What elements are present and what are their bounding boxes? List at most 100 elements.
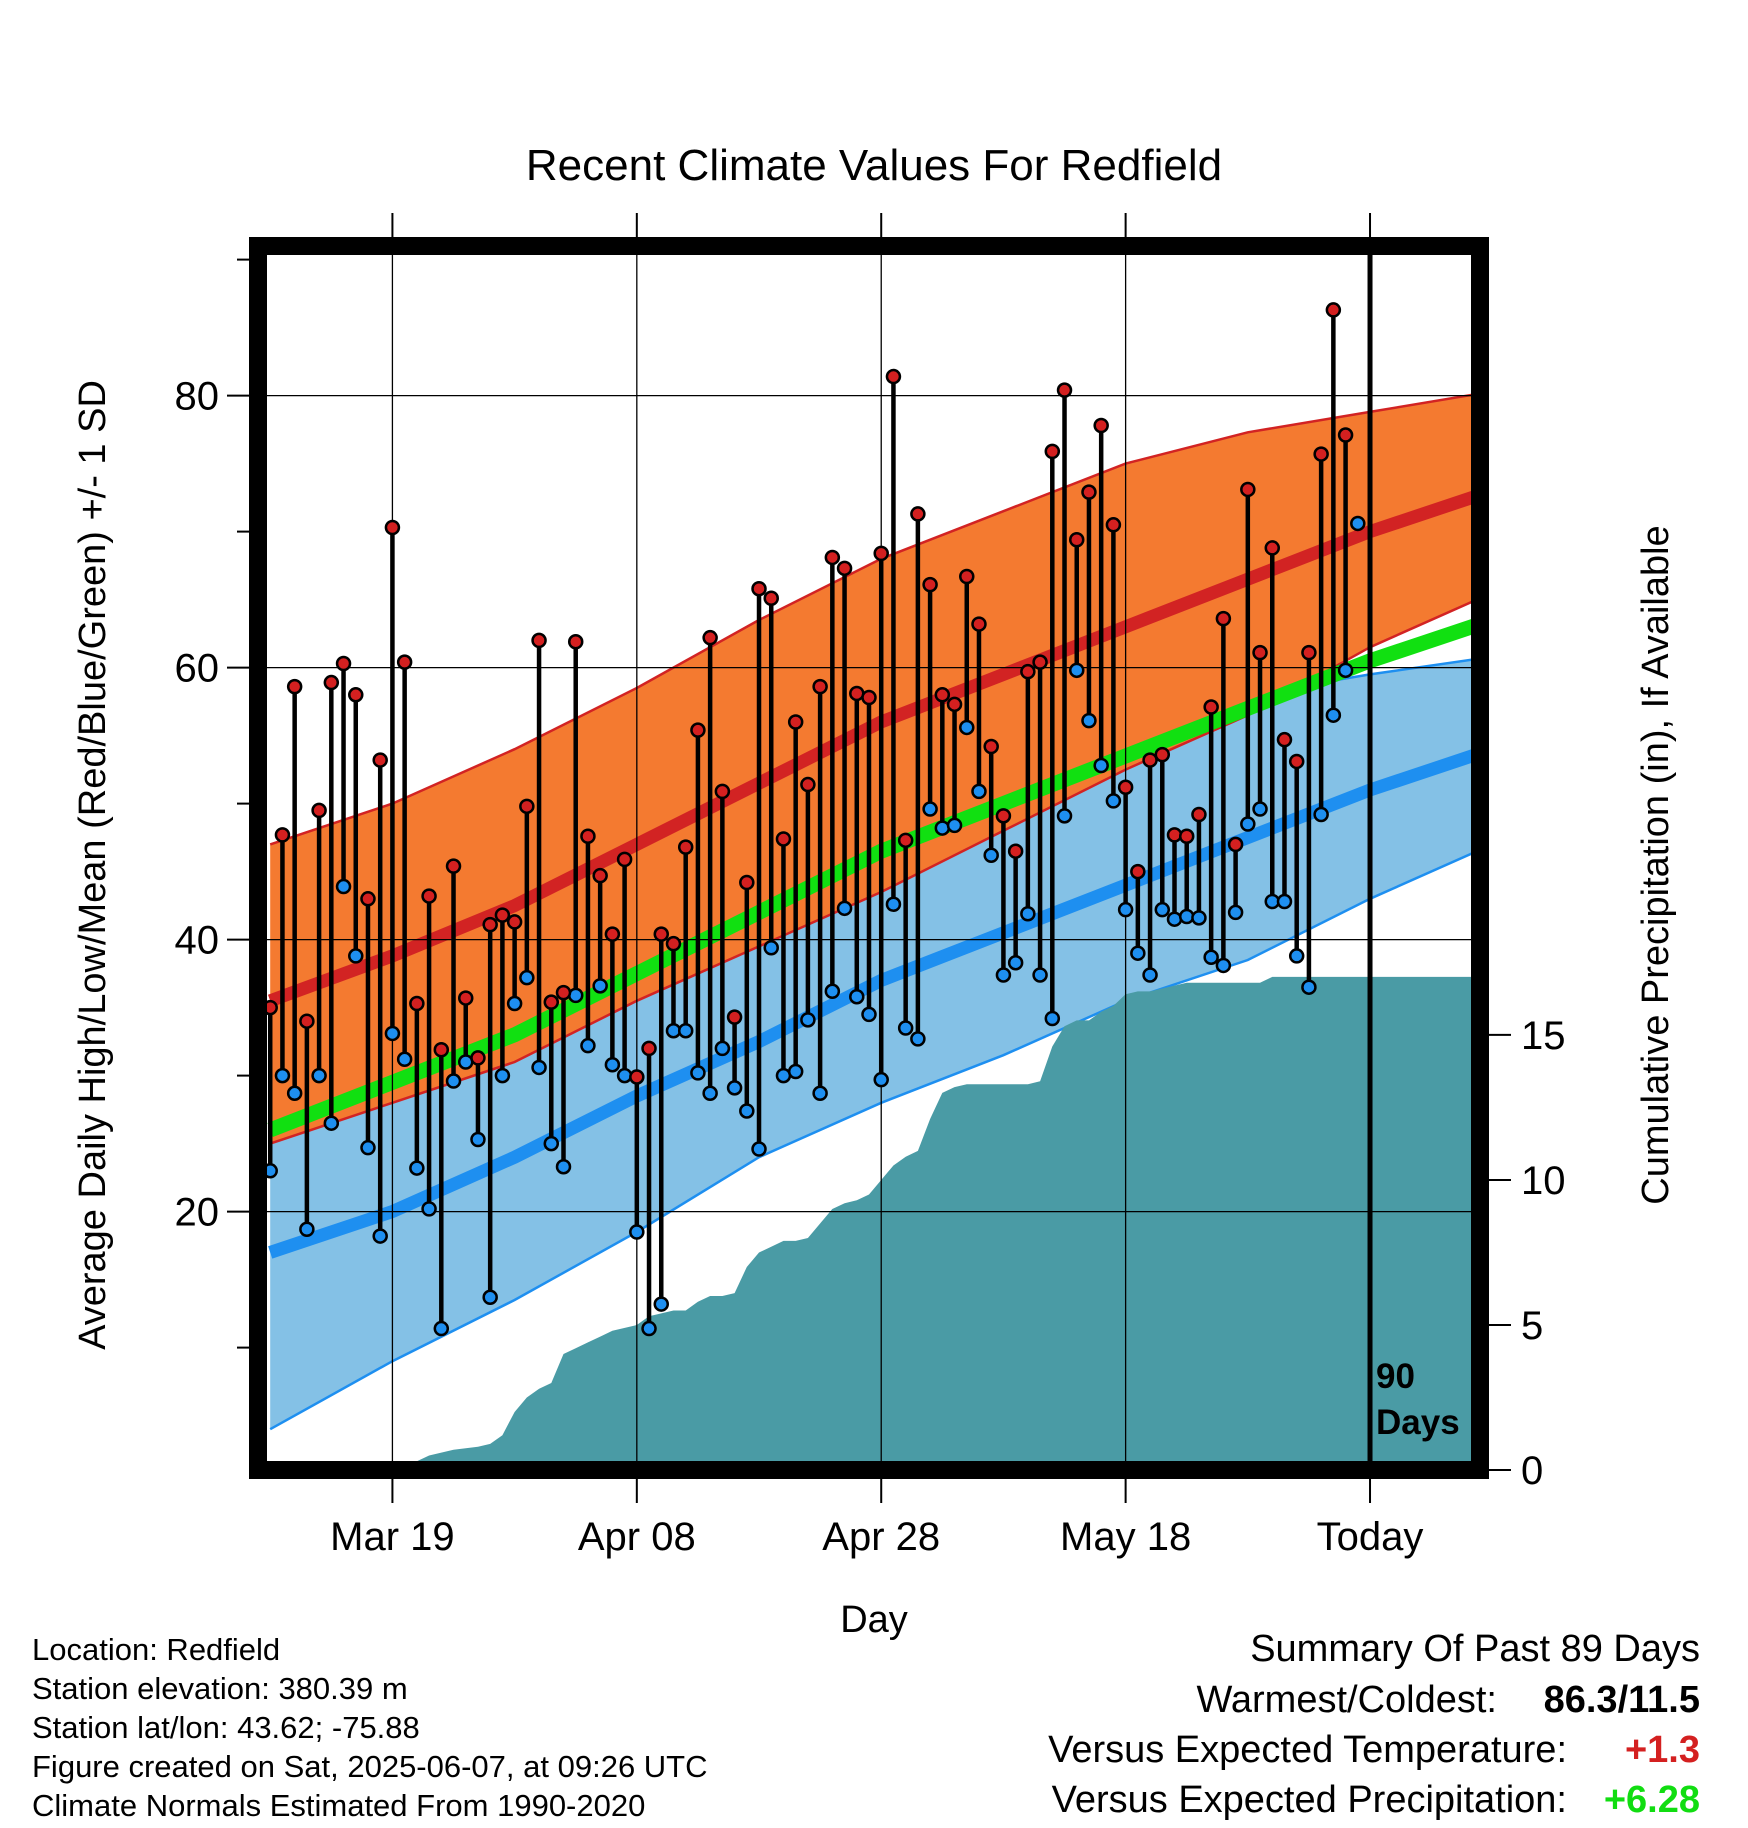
low-point — [616, 1067, 633, 1084]
low-point — [433, 1320, 450, 1337]
footer-created: Figure created on Sat, 2025-06-07, at 09… — [32, 1749, 708, 1784]
summary-precip-label: Versus Expected Precipitation: — [1052, 1779, 1567, 1821]
high-point — [286, 678, 303, 695]
low-point — [787, 1063, 804, 1080]
high-point — [873, 545, 889, 562]
high-point — [445, 858, 462, 874]
high-point — [971, 616, 987, 632]
high-point — [1264, 540, 1281, 556]
low-point — [1350, 515, 1366, 532]
low-point — [1068, 662, 1085, 679]
low-point — [739, 1103, 755, 1119]
high-point — [1215, 610, 1232, 627]
low-point — [1117, 901, 1134, 918]
high-point — [861, 689, 877, 706]
high-point — [1288, 753, 1305, 770]
low-point — [470, 1131, 486, 1148]
high-point — [360, 891, 376, 907]
low-point — [311, 1067, 327, 1084]
high-point — [580, 828, 596, 844]
x-tick-label: Apr 28 — [822, 1515, 940, 1559]
low-point — [1227, 904, 1244, 921]
low-point — [1191, 910, 1207, 926]
low-point — [677, 1022, 694, 1039]
low-point — [519, 969, 535, 986]
axes-layer: 20 40 60 80 0 5 10 15 Mar 19 Apr 08 Apr 28 May 18 To… — [175, 213, 1566, 1559]
summary-title: Summary Of Past 89 Days — [1250, 1628, 1700, 1670]
high-point — [1178, 828, 1195, 844]
high-point — [959, 568, 975, 585]
low-point — [1093, 757, 1109, 774]
high-point — [653, 926, 670, 942]
high-point — [1105, 517, 1122, 533]
low-point — [763, 940, 779, 956]
low-point — [1032, 967, 1048, 983]
low-point — [922, 801, 938, 817]
low-point — [910, 1031, 926, 1047]
high-point — [592, 867, 608, 884]
high-point — [1203, 699, 1219, 715]
low-point — [836, 900, 853, 917]
high-point — [1081, 484, 1097, 500]
high-point — [739, 874, 755, 891]
low-point — [1313, 806, 1329, 823]
high-point — [274, 827, 291, 843]
summary-temp-value: +1.3 — [1625, 1729, 1700, 1771]
high-point — [934, 687, 951, 703]
y2-tick-label-0: 0 — [1521, 1449, 1543, 1493]
low-point — [1215, 957, 1232, 974]
high-point — [702, 629, 718, 646]
high-point — [714, 783, 731, 800]
y2-tick-label-15: 15 — [1521, 1014, 1566, 1058]
high-point — [409, 995, 425, 1012]
low-point — [1020, 906, 1036, 922]
high-point — [787, 714, 804, 730]
high-point — [604, 926, 621, 942]
high-point — [1130, 863, 1146, 880]
low-point — [1142, 967, 1158, 983]
high-point — [751, 580, 767, 597]
low-point — [849, 988, 865, 1005]
high-point — [384, 519, 401, 536]
low-point — [335, 878, 352, 895]
low-point — [409, 1160, 425, 1176]
low-point — [897, 1020, 914, 1036]
low-point — [396, 1051, 413, 1068]
low-point — [580, 1037, 596, 1054]
low-point — [946, 817, 963, 834]
high-point — [616, 851, 633, 868]
y-tick-label-40: 40 — [175, 919, 220, 963]
today-days-number: 90 — [1376, 1357, 1415, 1396]
low-point — [421, 1201, 437, 1217]
x-tick-label: May 18 — [1060, 1515, 1191, 1559]
low-point — [873, 1071, 889, 1088]
high-point — [763, 590, 779, 606]
low-point — [482, 1289, 498, 1306]
high-point — [885, 368, 902, 385]
low-point — [751, 1141, 767, 1157]
y2-axis-label: Cumulative Precipitation (in), If Availa… — [1635, 525, 1677, 1204]
y-tick-label-60: 60 — [175, 647, 220, 691]
high-point — [1154, 746, 1171, 763]
y-tick-label-20: 20 — [175, 1191, 220, 1235]
frame-layer — [249, 237, 1489, 1479]
today-days-word: Days — [1376, 1403, 1460, 1442]
low-point — [1325, 707, 1342, 723]
high-point — [677, 839, 694, 855]
low-point — [629, 1224, 645, 1240]
low-point — [1044, 1010, 1061, 1027]
grid-layer — [258, 246, 1480, 1470]
low-point — [604, 1056, 621, 1073]
x-tick-label: Mar 19 — [330, 1515, 455, 1559]
low-point — [531, 1059, 547, 1076]
low-point — [274, 1067, 291, 1084]
y-axis-label: Average Daily High/Low/Mean (Red/Blue/Gr… — [72, 380, 114, 1350]
low-point — [1154, 901, 1171, 918]
high-point — [494, 907, 511, 923]
low-point — [1007, 954, 1024, 971]
high-point — [335, 655, 352, 672]
y2-tick-label-10: 10 — [1521, 1159, 1566, 1203]
high-point — [1240, 481, 1256, 498]
